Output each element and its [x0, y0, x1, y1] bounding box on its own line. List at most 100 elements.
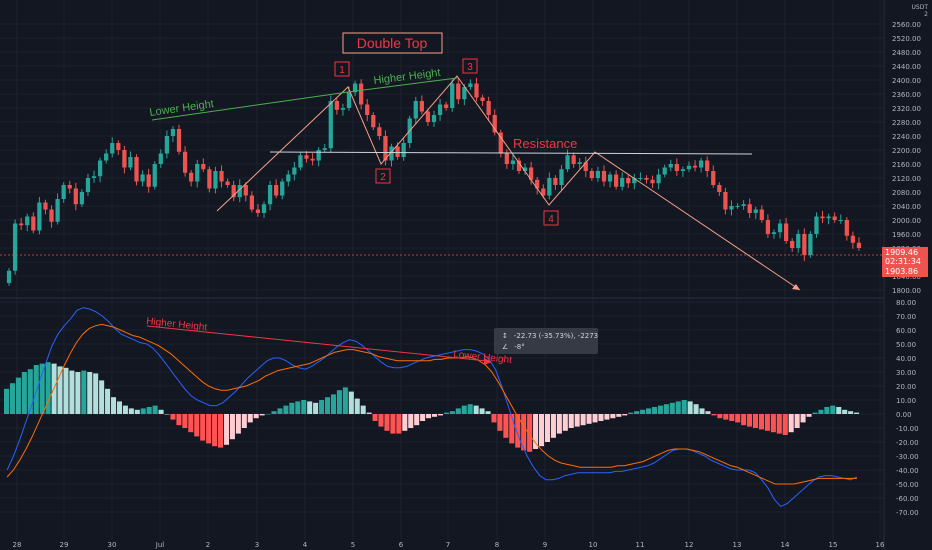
candle-body — [456, 83, 461, 100]
candle-body — [352, 83, 358, 93]
time-axis[interactable]: 28 29 30 Jul 2 3 4 5 6 7 8 9 10 11 12 13 14 15 16 — [13, 541, 885, 549]
candle-body — [104, 153, 109, 161]
candle-body — [79, 192, 85, 205]
annotations-price: Double Top Lower Height Higher Height Re… — [149, 32, 801, 291]
candle-body — [826, 216, 831, 219]
histogram-bar — [818, 409, 824, 414]
histogram-bar — [432, 414, 438, 417]
time-tick-label: 30 — [108, 541, 117, 549]
histogram-bar — [854, 412, 860, 414]
histogram-bar — [622, 414, 628, 416]
candle-body — [680, 169, 686, 171]
candle-body — [474, 83, 479, 98]
candle-body — [31, 216, 36, 231]
candle-body — [516, 160, 522, 171]
candle-body — [783, 223, 789, 241]
histogram-bar — [253, 414, 259, 419]
macd-divergence-line — [146, 325, 488, 362]
price-tick-label: 2320.00 — [892, 105, 921, 113]
histogram-bar — [776, 414, 782, 434]
histogram-bar — [313, 402, 319, 414]
histogram-bar — [580, 414, 586, 426]
candle-body — [182, 151, 188, 173]
candle-body — [365, 104, 370, 115]
macd-axis[interactable]: 80.00 70.00 60.00 50.00 40.00 30.00 20.00 10.00… — [896, 299, 919, 517]
candle-body — [231, 185, 236, 198]
candle-body — [249, 195, 254, 210]
symbol-badge: USDT 2 — [911, 4, 929, 18]
candle-body — [820, 216, 825, 219]
candle-body — [735, 206, 740, 207]
candle-body — [541, 188, 546, 196]
candle-body — [152, 164, 157, 187]
macd-tick-label: 80.00 — [896, 299, 916, 307]
histogram-bar — [681, 400, 687, 414]
measure-icon: ↕ — [502, 332, 508, 340]
histogram-bar — [509, 414, 515, 444]
candle-body — [164, 136, 170, 154]
histogram-bar — [63, 367, 69, 414]
histogram-bar — [176, 414, 182, 426]
time-tick-label: 4 — [303, 541, 308, 549]
candle-body — [522, 167, 528, 171]
candle-body — [698, 160, 704, 168]
candle-body — [614, 174, 619, 187]
candle-body — [110, 143, 115, 154]
time-tick-label: 14 — [781, 541, 790, 549]
histogram-bar — [146, 407, 152, 414]
candle-body — [741, 204, 746, 206]
candle-body — [529, 167, 534, 180]
candle-body — [334, 101, 339, 110]
histogram-bar — [342, 387, 348, 414]
histogram-bar — [479, 408, 485, 414]
candle-body — [802, 234, 807, 255]
candle-body — [632, 178, 637, 184]
histogram-bar — [111, 397, 117, 414]
histogram-bar — [87, 372, 93, 414]
candle-body — [328, 101, 333, 149]
candle-body — [255, 209, 261, 213]
candle-body — [322, 148, 327, 150]
candle-body — [626, 178, 631, 184]
histogram-bar — [265, 414, 271, 415]
candle-body — [280, 181, 285, 196]
time-tick-label: 8 — [495, 541, 499, 549]
candle-body — [814, 216, 819, 234]
histogram-bar — [15, 377, 21, 414]
histogram-bar — [414, 414, 420, 426]
histogram-bar — [485, 411, 491, 414]
measure-tooltip: ↕ -22.73 (-35.73%), -2273 ∠ -8° — [494, 328, 598, 354]
macd-divergence-arrow — [484, 358, 492, 365]
candle-body — [589, 171, 594, 178]
candle-body — [389, 146, 394, 161]
candle-body — [292, 167, 297, 175]
candle-body — [371, 115, 376, 128]
candle-body — [425, 111, 431, 122]
histogram-bar — [182, 414, 188, 428]
histogram-bar — [550, 414, 556, 438]
histogram-bar — [842, 409, 848, 414]
price-tick-label: 2400.00 — [892, 77, 921, 85]
candle-body — [808, 234, 813, 255]
candle-body — [61, 185, 66, 199]
macd-tick-label: 20.00 — [896, 383, 916, 391]
histogram-bar — [705, 411, 711, 414]
macd-tick-label: 40.00 — [896, 355, 916, 363]
histogram-bar — [782, 414, 788, 435]
histogram-bar — [669, 402, 675, 414]
candle-body — [838, 220, 843, 221]
price-axis[interactable]: 2560.00 2520.00 2480.00 2440.00 2400.00 2360.… — [892, 21, 921, 295]
time-tick-label: 10 — [589, 541, 598, 549]
lower-price-tag: 1903.86 — [882, 266, 928, 277]
histogram-bar — [616, 414, 622, 417]
histogram-bar — [295, 401, 301, 414]
candle-body — [771, 232, 777, 234]
time-tick-label: 6 — [399, 541, 404, 549]
candle-body — [753, 209, 758, 213]
histogram-bar — [259, 414, 265, 416]
histogram-bar — [604, 414, 610, 420]
candle-body — [37, 202, 42, 231]
candle-body — [122, 150, 127, 168]
histogram-bar — [283, 405, 289, 414]
